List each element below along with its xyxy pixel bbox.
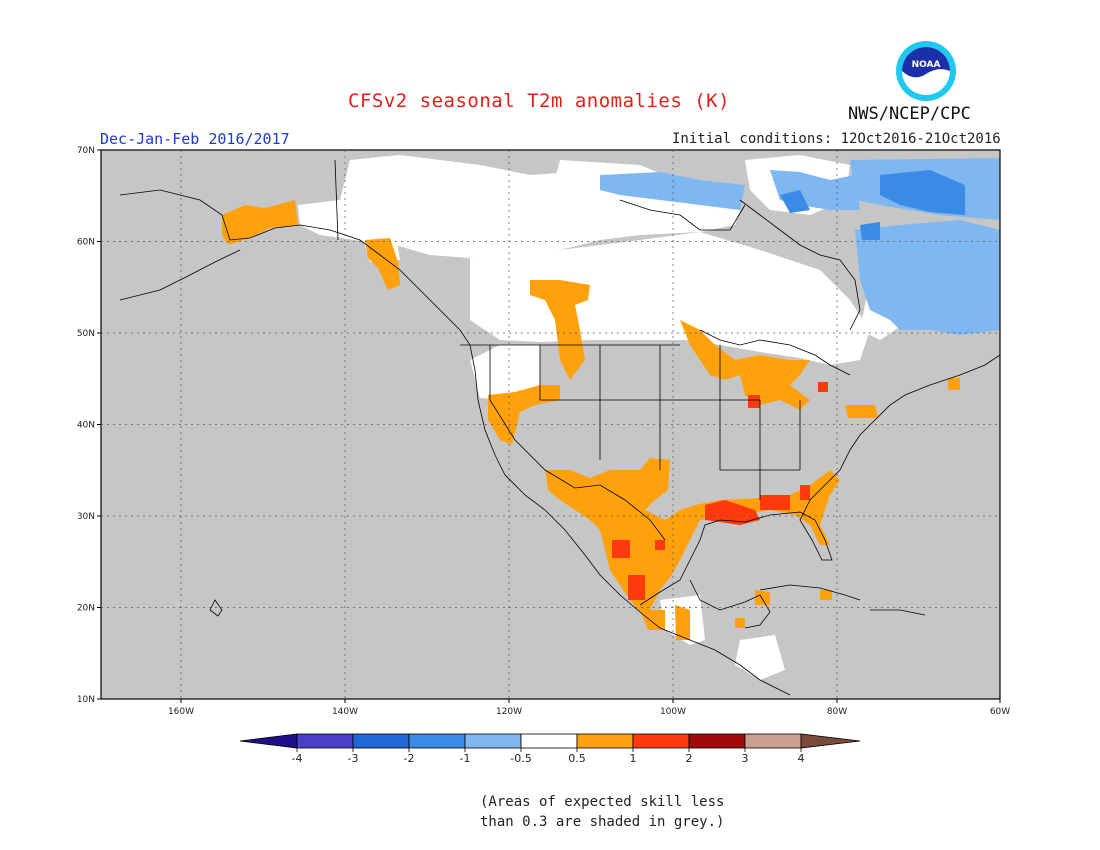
colorbar-label: 0.5 bbox=[568, 752, 586, 765]
colorbar-segment bbox=[688, 733, 746, 749]
cool-anomaly-regions bbox=[600, 158, 1000, 335]
latitude-tick-label: 60N bbox=[77, 238, 95, 248]
latitude-tick-label: 70N bbox=[77, 146, 95, 156]
colorbar-segment bbox=[464, 733, 522, 749]
noaa-logo: NOAA bbox=[896, 41, 956, 101]
latitude-tick-label: 40N bbox=[77, 421, 95, 431]
latitude-axis: 70N 60N 50N 40N 30N 20N 10N bbox=[77, 146, 101, 705]
colorbar-label: 2 bbox=[686, 752, 693, 765]
season-label: Dec-Jan-Feb 2016/2017 bbox=[100, 130, 290, 148]
colorbar-label: 1 bbox=[630, 752, 637, 765]
longitude-tick-label: 140W bbox=[332, 707, 358, 717]
colorbar-segment bbox=[632, 733, 690, 749]
skill-note: (Areas of expected skill less than 0.3 a… bbox=[480, 792, 724, 832]
colorbar-segment bbox=[520, 733, 578, 749]
colorbar-label: -1 bbox=[460, 752, 471, 765]
colorbar-label: 4 bbox=[798, 752, 805, 765]
noaa-logo-text: NOAA bbox=[912, 60, 941, 70]
latitude-tick-label: 20N bbox=[77, 604, 95, 614]
graticule bbox=[101, 150, 1000, 699]
strong-warm-anomaly-regions bbox=[612, 382, 828, 600]
agency-label: NWS/NCEP/CPC bbox=[848, 104, 971, 124]
longitude-axis: 160W 140W 120W 100W 80W 60W bbox=[168, 699, 1010, 717]
colorbar-segment bbox=[744, 733, 802, 749]
strong-cool-anomaly-regions bbox=[780, 170, 965, 240]
colorbar-high-triangle bbox=[800, 733, 861, 749]
longitude-tick-label: 80W bbox=[827, 707, 847, 717]
colorbar-segment bbox=[296, 733, 354, 749]
longitude-tick-label: 120W bbox=[496, 707, 522, 717]
colorbar-label: -3 bbox=[348, 752, 359, 765]
coastlines bbox=[119, 159, 1000, 696]
colorbar-segment bbox=[352, 733, 410, 749]
colorbar: -4 -3 -2 -1 -0.5 0.5 1 2 3 4 bbox=[239, 733, 861, 765]
latitude-tick-label: 10N bbox=[77, 695, 95, 705]
skill-note-line-2: than 0.3 are shaded in grey.) bbox=[480, 814, 725, 830]
latitude-tick-label: 50N bbox=[77, 329, 95, 339]
colorbar-low-triangle bbox=[239, 733, 298, 749]
map-title: CFSv2 seasonal T2m anomalies (K) bbox=[348, 90, 731, 112]
latitude-tick-label: 30N bbox=[77, 512, 95, 522]
colorbar-segment bbox=[408, 733, 466, 749]
colorbar-segment bbox=[576, 733, 634, 749]
colorbar-label: -0.5 bbox=[510, 752, 531, 765]
colorbar-label: 3 bbox=[742, 752, 749, 765]
initial-conditions-label: Initial conditions: 12Oct2016-21Oct2016 bbox=[672, 131, 1001, 147]
longitude-tick-label: 160W bbox=[168, 707, 194, 717]
colorbar-label: -4 bbox=[292, 752, 303, 765]
longitude-tick-label: 100W bbox=[660, 707, 686, 717]
skill-note-line-1: (Areas of expected skill less bbox=[480, 794, 725, 810]
longitude-tick-label: 60W bbox=[990, 707, 1010, 717]
colorbar-label: -2 bbox=[404, 752, 415, 765]
map-field bbox=[101, 150, 1000, 699]
